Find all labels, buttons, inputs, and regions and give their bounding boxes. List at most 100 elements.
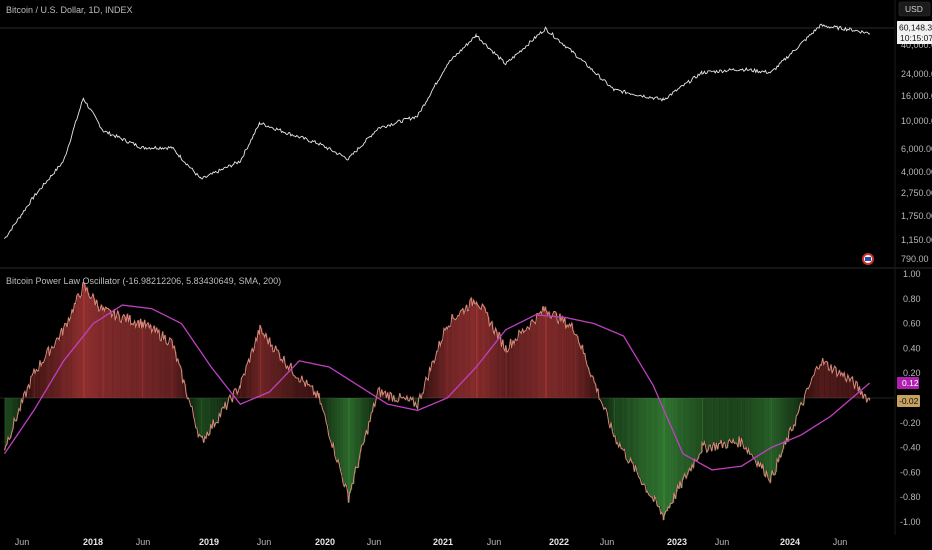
oscillator-fill-bar xyxy=(807,388,809,398)
oscillator-fill-bar xyxy=(5,398,8,446)
oscillator-fill-bar xyxy=(716,398,718,443)
price-axis[interactable]: 40,000.00 24,000.00 16,000.00 10,000.00 6,00… xyxy=(901,40,932,264)
oscillator-fill-bar xyxy=(81,294,83,398)
oscillator-fill-bar xyxy=(793,398,796,425)
oscillator-fill-bar xyxy=(594,382,596,398)
oscillator-fill-bar xyxy=(600,398,602,400)
oscillator-fill-bar xyxy=(612,398,614,432)
oscillator-fill-bar xyxy=(686,398,688,479)
oscillator-fill-bar xyxy=(682,398,684,480)
oscillator-fill-bar xyxy=(753,398,755,459)
oscillator-fill-bar xyxy=(6,398,9,445)
oscillator-fill-bar xyxy=(769,398,771,481)
oscillator-fill-bar xyxy=(292,371,294,398)
oscillator-fill-bar xyxy=(302,380,305,398)
oscillator-fill-bar xyxy=(813,376,815,398)
oscillator-fill-bar xyxy=(373,398,375,404)
time-axis[interactable]: Jun 2018 Jun 2019 Jun 2020 Jun 2021 Jun 2022 Jun 20… xyxy=(15,537,848,547)
oscillator-fill-bar xyxy=(367,398,369,435)
oscillator-fill-bar xyxy=(279,352,281,398)
indicator-title[interactable]: Bitcoin Power Law Oscillator (-16.982122… xyxy=(6,276,281,286)
oscillator-axis[interactable]: 1.00 0.80 0.60 0.40 0.20 -0.20 -0.40 -0.60 -0.80… xyxy=(900,269,921,527)
oscillator-fill-bar xyxy=(83,282,85,398)
oscillator-fill-bar xyxy=(445,330,447,398)
oscillator-fill-bar xyxy=(127,313,129,398)
oscillator-fill-bar xyxy=(176,361,178,398)
sma-line xyxy=(3,304,871,471)
oscillator-fill-area xyxy=(4,282,871,521)
oscillator-fill-bar xyxy=(67,327,69,398)
oscillator-fill-bar xyxy=(472,305,474,398)
oscillator-fill-bar xyxy=(282,361,285,398)
oscillator-fill-bar xyxy=(327,398,329,427)
oscillator-fill-bar xyxy=(353,398,355,484)
oscillator-fill-bar xyxy=(42,362,44,398)
oscillator-fill-bar xyxy=(601,398,603,403)
oscillator-fill-bar xyxy=(439,341,441,398)
oscillator-fill-bar xyxy=(435,358,437,398)
oscillator-fill-bar xyxy=(845,379,847,398)
oscillator-fill-bar xyxy=(535,323,538,398)
oscillator-fill-bar xyxy=(501,346,503,398)
oscillator-fill-bar xyxy=(625,398,628,459)
oscillator-fill-bar xyxy=(91,297,94,398)
us-flag-icon[interactable] xyxy=(862,253,874,265)
oscillator-fill-bar xyxy=(687,398,689,475)
oscillator-fill-bar xyxy=(53,347,55,398)
oscillator-fill-bar xyxy=(758,398,760,461)
oscillator-fill-bar xyxy=(791,398,793,431)
price-line xyxy=(4,23,870,240)
oscillator-fill-bar xyxy=(85,290,88,398)
oscillator-fill-bar xyxy=(305,386,307,398)
oscillator-fill-bar xyxy=(360,398,362,452)
oscillator-fill-bar xyxy=(606,398,608,410)
oscillator-fill-bar xyxy=(123,314,126,398)
oscillator-fill-bar xyxy=(557,321,559,398)
oscillator-fill-bar xyxy=(64,323,67,398)
oscillator-fill-bar xyxy=(569,324,571,398)
oscillator-fill-bar xyxy=(646,398,648,493)
oscillator-fill-bar xyxy=(49,355,51,398)
oscillator-fill-bar xyxy=(368,398,371,422)
oscillator-fill-bar xyxy=(240,388,242,398)
oscillator-fill-bar xyxy=(461,310,463,398)
oscillator-fill-bar xyxy=(203,398,205,443)
oscillator-fill-bar xyxy=(179,363,181,398)
oscillator-fill-bar xyxy=(763,398,765,464)
oscillator-fill-bar xyxy=(553,311,556,398)
oscillator-fill-bar xyxy=(37,371,39,398)
oscillator-fill-bar xyxy=(136,323,139,398)
oscillator-fill-bar xyxy=(428,380,430,398)
oscillator-fill-bar xyxy=(183,380,186,398)
oscillator-fill-bar xyxy=(174,346,176,398)
oscillator-fill-bar xyxy=(828,370,830,398)
time-axis-label: Jun xyxy=(367,537,382,547)
oscillator-fill-bar xyxy=(202,398,204,437)
oscillator-fill-bar xyxy=(539,313,541,398)
oscillator-fill-bar xyxy=(664,398,666,515)
currency-button[interactable]: USD xyxy=(898,1,931,17)
oscillator-fill-bar xyxy=(197,398,199,429)
symbol-title[interactable]: Bitcoin / U.S. Dollar, 1D, INDEX xyxy=(6,5,133,15)
oscillator-fill-bar xyxy=(50,349,53,398)
oscillator-fill-bar xyxy=(624,398,627,450)
oscillator-fill-bar xyxy=(825,362,827,398)
time-axis-label: 2019 xyxy=(199,537,219,547)
price-axis-label: 16,000.00 xyxy=(901,91,932,101)
oscillator-fill-bar xyxy=(746,398,748,448)
oscillator-fill-bar xyxy=(163,339,166,398)
oscillator-fill-bar xyxy=(120,321,122,398)
oscillator-fill-bar xyxy=(546,311,548,398)
oscillator-fill-bar xyxy=(532,319,534,398)
oscillator-fill-bar xyxy=(585,360,588,398)
oscillator-fill-bar xyxy=(765,398,767,477)
oscillator-fill-bar xyxy=(833,369,835,398)
oscillator-fill-bar xyxy=(434,362,436,398)
oscillator-fill-bar xyxy=(637,398,640,475)
oscillator-fill-bar xyxy=(817,368,820,398)
time-axis-label: Jun xyxy=(257,537,272,547)
oscillator-fill-bar xyxy=(652,398,654,498)
oscillator-fill-bar xyxy=(623,398,625,451)
time-axis-label: 2022 xyxy=(549,537,569,547)
